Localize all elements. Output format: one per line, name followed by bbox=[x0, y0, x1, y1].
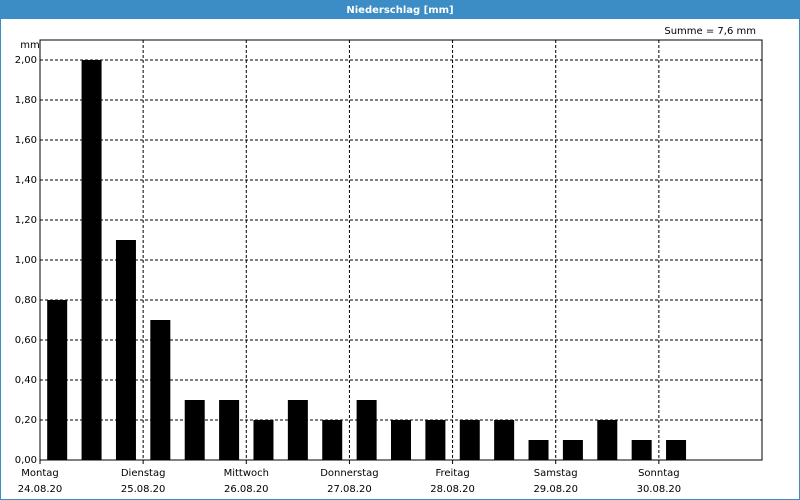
x-tick-label: Donnerstag bbox=[320, 468, 378, 479]
x-tick-date: 27.08.20 bbox=[327, 484, 372, 495]
bar bbox=[528, 440, 549, 460]
title-bar bbox=[0, 0, 800, 19]
x-tick-label: Dienstag bbox=[121, 468, 166, 479]
annotation: Summe = 7,6 mm bbox=[664, 26, 756, 37]
bar bbox=[287, 400, 308, 460]
bar bbox=[115, 240, 136, 460]
bar bbox=[631, 440, 652, 460]
y-tick-label: 1,20 bbox=[15, 215, 37, 226]
bar bbox=[391, 420, 411, 460]
x-tick-date: 26.08.20 bbox=[224, 484, 269, 495]
y-tick-label: 0,80 bbox=[15, 295, 37, 306]
bar bbox=[494, 420, 515, 460]
bar bbox=[150, 320, 171, 460]
bar bbox=[253, 420, 274, 460]
bar bbox=[562, 440, 583, 460]
x-tick-label: Montag bbox=[21, 468, 58, 479]
x-tick-label: Mittwoch bbox=[224, 468, 269, 479]
y-tick-label: 0,20 bbox=[15, 415, 37, 426]
y-axis-label: mm bbox=[20, 40, 39, 51]
x-tick-date: 30.08.20 bbox=[637, 484, 682, 495]
bar bbox=[597, 420, 618, 460]
bar bbox=[425, 420, 446, 460]
x-tick-date: 28.08.20 bbox=[430, 484, 475, 495]
bar bbox=[219, 400, 240, 460]
x-tick-date: 29.08.20 bbox=[533, 484, 578, 495]
bar bbox=[356, 400, 377, 460]
y-tick-label: 1,60 bbox=[15, 135, 37, 146]
x-tick-date: 24.08.20 bbox=[18, 484, 63, 495]
y-tick-label: 0,00 bbox=[15, 455, 37, 466]
y-tick-label: 1,40 bbox=[15, 175, 37, 186]
plot-area bbox=[39, 39, 763, 461]
bar bbox=[81, 60, 102, 460]
bar bbox=[459, 420, 480, 460]
bar bbox=[322, 420, 343, 460]
x-tick-label: Freitag bbox=[435, 468, 469, 479]
chart-title: Niederschlag [mm] bbox=[346, 5, 453, 16]
y-tick-label: 2,00 bbox=[15, 55, 37, 66]
bar bbox=[184, 400, 205, 460]
x-tick-date: 25.08.20 bbox=[121, 484, 166, 495]
x-tick-label: Sonntag bbox=[638, 468, 680, 479]
bar bbox=[47, 300, 68, 460]
y-tick-label: 1,00 bbox=[15, 255, 37, 266]
y-tick-label: 0,60 bbox=[15, 335, 37, 346]
x-tick-label: Samstag bbox=[534, 468, 578, 479]
y-tick-label: 0,40 bbox=[15, 375, 37, 386]
bar bbox=[666, 440, 687, 460]
y-tick-label: 1,80 bbox=[15, 95, 37, 106]
